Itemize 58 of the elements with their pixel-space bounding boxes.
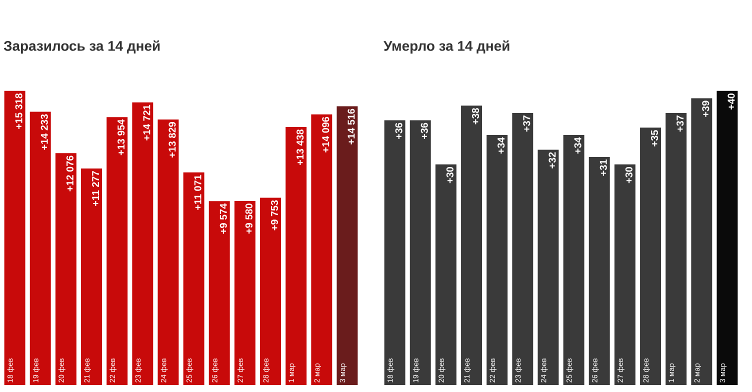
bar [208,201,230,385]
data-label: +37 [523,116,530,132]
data-label: +9 580 [245,204,252,234]
chart-title: Заразилось за 14 дней [4,40,160,54]
data-label: +36 [395,122,402,139]
bar [234,201,256,385]
data-label: +30 [625,167,632,184]
bar [384,120,406,385]
bar [311,114,332,385]
data-label: +34 [498,137,505,154]
bar [666,112,687,385]
bar [563,134,584,385]
bar [512,112,534,385]
bar [55,153,76,385]
bar [614,164,636,385]
bar [486,134,508,385]
data-label: +34 [574,137,582,154]
data-label: +13 438 [296,129,304,166]
bar [158,119,179,385]
data-label: +31 [600,160,607,176]
data-label: +40 [728,93,735,110]
data-label: +13 829 [168,122,176,158]
data-label: +12 076 [66,156,74,192]
bar [4,90,26,385]
bar [410,120,431,385]
data-label: +11 071 [194,174,202,210]
data-label: +30 [446,167,454,184]
bar [132,102,154,385]
chart-title: Умерло за 14 дней [384,40,510,54]
bar [81,168,102,385]
data-label: +14 096 [322,116,330,152]
data-label: +36 [420,122,428,139]
bar [286,126,307,385]
bar [588,157,610,385]
data-label: +13 954 [118,119,125,156]
data-label: +14 721 [143,104,150,140]
bar [435,164,456,385]
data-label: +11 277 [92,171,99,206]
data-label: +37 [676,116,684,132]
bar [640,128,661,385]
bar [260,198,281,385]
bar [336,106,358,385]
bar [461,106,482,385]
bar [691,98,712,385]
bar [183,172,204,385]
data-label: +35 [650,130,658,146]
data-label: +38 [472,108,480,124]
data-label: +32 [548,152,556,168]
data-label: +9 753 [270,200,278,230]
bar [716,90,738,385]
data-label: +9 574 [220,203,227,234]
data-label: +15 318 [15,93,22,129]
data-label: +39 [702,100,710,117]
data-label: +14 516 [348,108,355,144]
bar [538,150,559,385]
data-label: +14 233 [40,114,48,150]
bar [106,117,128,385]
bar [30,112,51,385]
